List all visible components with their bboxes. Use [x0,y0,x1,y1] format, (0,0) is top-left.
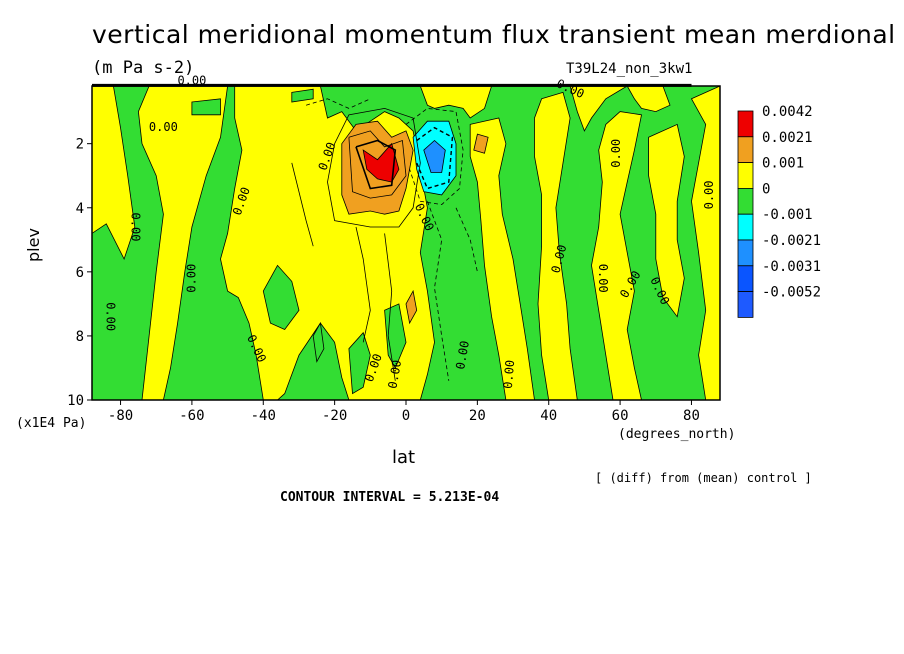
contour-line-3 [355,139,397,190]
chart-title: vertical meridional momentum flux transi… [92,20,896,49]
x-axis-units: (degrees_north) [618,427,736,442]
positive-max-core [362,142,400,183]
x-tick-label: 0 [402,408,410,424]
contour-dash-4 [305,98,371,109]
legend-label-2: 0.0021 [762,130,813,146]
x-tick-label: -20 [322,408,347,424]
legend-swatch-7 [737,265,754,292]
positive-orange-tiny [405,289,418,325]
legend-swatch-8 [737,291,754,318]
negative-island-1 [191,98,221,116]
contour-line-5 [355,226,371,343]
positive-region-1 [91,85,136,261]
y-tick-label: 10 [67,393,84,409]
contour-line-4 [291,162,314,247]
contour-line-2 [348,130,407,199]
legend-label-4: 0 [762,181,770,197]
legend-label-3: 0.001 [762,156,804,172]
negative-island-4 [348,331,371,395]
contour-label-12: 0.00 [501,359,517,389]
x-tick-label: -80 [108,408,133,424]
x-axis-label: lat [392,447,416,468]
legend-swatch-3 [737,162,754,189]
x-tick-label: 60 [612,408,629,424]
legend-swatch-6 [737,239,754,267]
positive-orange-small [473,133,489,154]
legend-swatch-4 [737,187,754,215]
y-tick-label: 4 [76,201,84,217]
contour-label-4: 0.00 [184,264,198,293]
legend-label-1: 0.0042 [762,104,813,120]
negative-island-6 [291,88,314,103]
contour-label-20: 0.00 [177,74,206,88]
y-axis-label: plev [24,228,43,262]
legend-swatch-2 [737,136,754,164]
contour-label-2: 0.00 [128,213,142,242]
contour-label-3: 0.00 [149,120,178,134]
x-tick-label: 20 [469,408,486,424]
negative-min-core [423,139,446,173]
legend-label-5: -0.001 [762,207,813,223]
y-axis-units: (x1E4 Pa) [16,416,87,431]
contour-label-1: 0.00 [103,302,117,331]
contour-label-16: 0.00 [609,139,623,168]
x-tick-label: 80 [683,408,700,424]
x-tick-label: 40 [540,408,557,424]
y-tick-label: 2 [76,137,84,153]
x-tick-label: -60 [179,408,204,424]
negative-island-2 [262,264,300,330]
contour-line-1 [327,107,421,228]
experiment-name: T39L24_non_3kw1 [566,61,693,77]
diff-note: [ (diff) from (mean) control ] [595,471,812,485]
contour-dash-1 [405,107,464,206]
contour-interval: CONTOUR INTERVAL = 5.213E-04 [280,490,500,505]
negative-island-5 [384,303,407,369]
positive-region-8 [591,111,642,401]
legend-swatch-1 [737,110,754,138]
legend-label-7: -0.0031 [762,259,821,275]
x-tick-label: -40 [251,408,276,424]
contour-label-11: 0.00 [453,340,472,371]
contour-label-9: 0.00 [385,359,404,390]
chart-units: (m Pa s-2) [92,58,195,78]
contour-dash-2 [416,126,454,190]
contour-label-15: 0.00 [596,264,610,293]
y-tick-label: 8 [76,329,84,345]
negative-island-3 [312,321,325,363]
positive-region-4 [419,85,493,119]
legend-label-8: -0.0052 [762,285,821,301]
y-tick-label: 6 [76,265,84,281]
positive-region-10 [648,123,685,318]
contour-label-19: 0.00 [702,180,716,209]
contour-dash-5 [455,207,478,272]
legend-swatch-5 [737,213,754,241]
legend-label-6: -0.0021 [762,233,821,249]
contour-line-6 [384,233,396,381]
